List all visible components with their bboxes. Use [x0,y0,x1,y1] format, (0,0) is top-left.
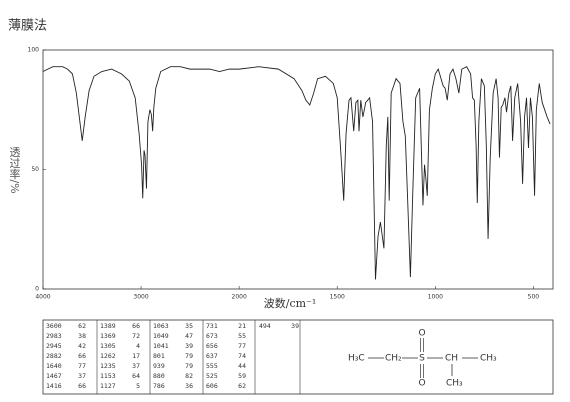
peak-wavenumber: 1041 [153,342,169,350]
peak-transmittance: 66 [132,322,140,330]
peak-transmittance: 72 [132,332,140,340]
peak-transmittance: 39 [185,342,193,350]
table-rules [96,320,301,394]
peak-wavenumber: 2945 [46,342,62,350]
peak-transmittance: 55 [238,332,246,340]
x-tick-label: 1500 [330,294,345,301]
peak-wavenumber: 1235 [100,362,116,370]
peak-wavenumber: 1063 [153,322,169,330]
x-tick-label: 1000 [428,294,443,301]
x-axis-label: 波数/cm⁻¹ [264,297,317,310]
peak-wavenumber: 2882 [46,352,62,360]
peak-wavenumber: 1049 [153,332,169,340]
peak-transmittance: 62 [238,382,246,390]
peak-transmittance: 44 [238,362,246,370]
peak-wavenumber: 637 [206,352,218,360]
atom-label: CH₂ [385,354,402,364]
peak-transmittance: 64 [132,372,140,380]
y-tick-label: 50 [31,166,39,173]
peak-wavenumber: 1640 [46,362,62,370]
page-title: 薄膜法 [8,19,47,34]
peak-wavenumber: 1127 [100,382,116,390]
y-tick-label: 0 [35,286,39,293]
atom-label: O [418,329,425,339]
atom-label: O [418,379,425,389]
atom-label: S [419,354,425,364]
peak-transmittance: 74 [238,352,246,360]
atom-label: CH₃ [446,379,463,389]
peak-wavenumber: 606 [206,382,218,390]
peak-wavenumber: 1262 [100,352,116,360]
peak-transmittance: 77 [78,362,86,370]
peak-transmittance: 21 [238,322,246,330]
structure: H₃C CH₂ S O O CH CH₃ CH₃ [348,329,497,389]
peak-transmittance: 5 [136,382,140,390]
peak-transmittance: 79 [185,352,193,360]
peak-wavenumber: 494 [259,322,271,330]
peak-transmittance: 77 [238,342,246,350]
peak-transmittance: 47 [185,332,193,340]
peak-wavenumber: 1153 [100,372,116,380]
peak-wavenumber: 1467 [46,372,62,380]
peak-transmittance: 82 [185,372,193,380]
peak-wavenumber: 786 [153,382,165,390]
peak-transmittance: 17 [132,352,140,360]
peak-transmittance: 59 [238,372,246,380]
atom-label: H₃C [348,354,365,364]
spectrum-line [42,66,551,280]
peak-wavenumber: 673 [206,332,218,340]
table-frame [42,319,554,395]
peak-wavenumber: 1369 [100,332,116,340]
peak-transmittance: 66 [78,352,86,360]
peak-transmittance: 36 [185,382,193,390]
peak-transmittance: 35 [185,322,193,330]
peak-transmittance: 42 [78,342,86,350]
x-tick-label: 3000 [133,294,148,301]
x-tick-label: 4000 [35,294,50,301]
peak-transmittance: 38 [78,332,86,340]
y-tick-label: 100 [28,47,40,54]
peak-transmittance: 37 [78,372,86,380]
peak-transmittance: 62 [78,322,86,330]
x-tick-label: 500 [528,294,540,301]
x-tick-label: 2000 [232,294,247,301]
peak-wavenumber: 1389 [100,322,116,330]
peak-transmittance: 37 [132,362,140,370]
y-axis-label: 透过率/% [8,146,21,193]
peak-wavenumber: 731 [206,322,218,330]
peak-wavenumber: 880 [153,372,165,380]
peak-transmittance: 79 [185,362,193,370]
atom-label: CH [445,354,458,364]
peak-wavenumber: 525 [206,372,218,380]
peak-wavenumber: 801 [153,352,165,360]
peak-wavenumber: 3600 [46,322,62,330]
peak-transmittance: 39 [291,322,299,330]
peak-wavenumber: 1305 [100,342,116,350]
peak-wavenumber: 2983 [46,332,62,340]
peak-wavenumber: 656 [206,342,218,350]
peak-transmittance: 66 [78,382,86,390]
peak-transmittance: 4 [136,342,140,350]
peak-wavenumber: 1416 [46,382,62,390]
atom-label: CH₃ [480,354,497,364]
peak-wavenumber: 555 [206,362,218,370]
peak-wavenumber: 939 [153,362,165,370]
